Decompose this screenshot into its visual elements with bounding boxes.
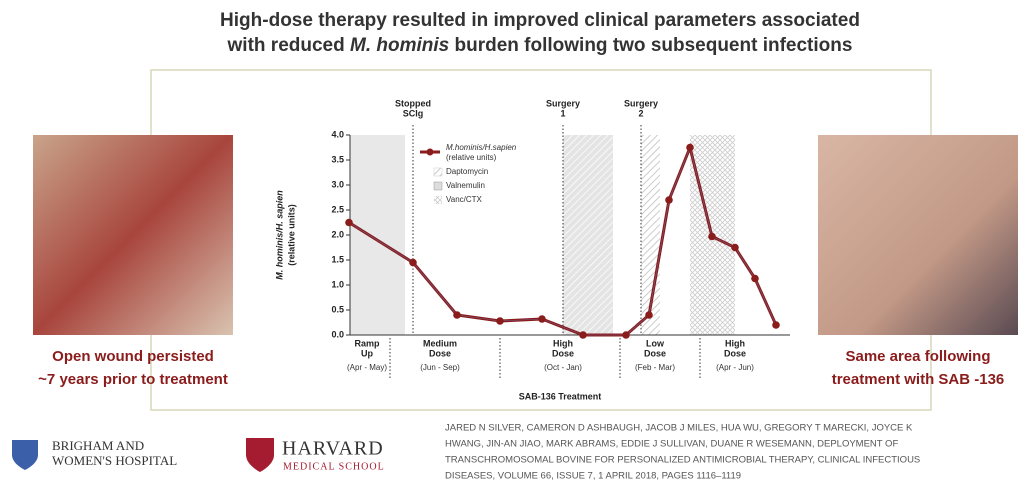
y-tick-label: 1.5: [331, 254, 344, 264]
phase-label: Dose: [724, 348, 746, 358]
phase-label: Medium: [423, 338, 457, 348]
y-tick-label: 3.0: [331, 179, 344, 189]
point: [409, 258, 417, 267]
event-label: Surgery: [624, 98, 658, 108]
caption: Open wound persisted: [52, 348, 214, 365]
logo-text: WOMEN'S HOSPITAL: [52, 453, 177, 468]
point: [686, 143, 694, 152]
event-label: SCIg: [403, 108, 424, 118]
y-tick-label: 2.5: [331, 204, 344, 214]
y-tick-label: 0.5: [331, 304, 344, 314]
legend-swatch: [433, 167, 443, 177]
phase-period: (Apr - Jun): [716, 363, 754, 372]
legend-label: Vanc/CTX: [446, 195, 483, 204]
point: [496, 317, 504, 325]
point: [645, 311, 653, 319]
title-line: High-dose therapy resulted in improved c…: [220, 10, 860, 31]
photo-before: [33, 135, 233, 335]
point: [538, 315, 546, 323]
phase-label: Up: [361, 348, 373, 358]
phase-period: (Feb - Mar): [635, 363, 675, 372]
legend-label: Valnemulin: [446, 181, 485, 190]
y-tick-label: 2.0: [331, 229, 344, 239]
phase-label: High: [725, 338, 745, 348]
phase-period: (Oct - Jan): [544, 363, 582, 372]
point: [345, 218, 353, 227]
phase-label: Dose: [552, 348, 574, 358]
title-part: burden following two subsequent infectio…: [449, 35, 852, 56]
legend-marker: [426, 148, 434, 156]
phase-period: (Jun - Sep): [420, 363, 460, 372]
phase-label: High: [553, 338, 573, 348]
title-part: M. hominis: [350, 35, 449, 56]
point: [731, 243, 739, 252]
phase-period: (Apr - May): [347, 363, 387, 372]
point: [579, 331, 587, 339]
title-part: with reduced: [227, 35, 350, 56]
y-tick-label: 1.0: [331, 279, 344, 289]
point: [622, 331, 630, 339]
y-tick-label: 0.0: [331, 329, 344, 339]
legend-swatch: [433, 181, 443, 191]
frame: [150, 69, 932, 411]
logo-text: BRIGHAM AND: [52, 438, 144, 453]
legend-label: Daptomycin: [446, 167, 488, 176]
y-tick-label: 4.0: [331, 129, 344, 139]
event-label: 1: [560, 108, 565, 118]
daptomycin-region: [563, 135, 613, 335]
photo-after: [818, 135, 1018, 335]
phase-label: Low: [646, 338, 665, 348]
point: [751, 274, 759, 283]
logo-text: MEDICAL SCHOOL: [283, 461, 385, 472]
citation-line: DISEASES, VOLUME 66, ISSUE 7, 1 APRIL 20…: [445, 471, 741, 482]
citation-line: TRANSCHROMOSOMAL BOVINE FOR PERSONALIZED…: [445, 455, 920, 466]
y-axis-label: (relative units): [286, 204, 296, 266]
citation-line: JARED N SILVER, CAMERON D ASHBAUGH, JACO…: [445, 423, 913, 434]
phase-label: Dose: [644, 348, 666, 358]
point: [453, 311, 461, 319]
event-label: Stopped: [395, 98, 431, 108]
logo-text: HARVARD: [282, 438, 384, 460]
caption: treatment with SAB -136: [832, 371, 1005, 388]
x-axis-label: SAB-136 Treatment: [519, 391, 602, 401]
y-tick-label: 3.5: [331, 154, 344, 164]
citation-line: HWANG, JIN-AN JIAO, MARK ABRAMS, EDDIE J…: [445, 439, 898, 450]
title-line: with reduced M. hominis burden following…: [227, 35, 853, 56]
event-label: Surgery: [546, 98, 580, 108]
y-axis-label: M. hominis/H. sapien: [274, 190, 284, 280]
legend-label: (relative units): [446, 153, 497, 162]
events: [389, 125, 701, 378]
phase-label: Ramp: [354, 338, 380, 348]
point: [665, 196, 673, 204]
point: [772, 321, 780, 329]
brigham-shield: [12, 440, 38, 470]
valnemulin-region: [350, 135, 405, 335]
caption: Same area following: [845, 348, 990, 365]
event-label: 2: [638, 108, 643, 118]
series-line-highlight: [348, 146, 777, 336]
point: [708, 232, 716, 241]
phase-label: Dose: [429, 348, 451, 358]
legend-label: M.hominis/H.sapien: [446, 143, 517, 152]
caption: ~7 years prior to treatment: [38, 371, 228, 388]
legend-swatch: [434, 196, 442, 204]
harvard-shield: [246, 438, 274, 472]
